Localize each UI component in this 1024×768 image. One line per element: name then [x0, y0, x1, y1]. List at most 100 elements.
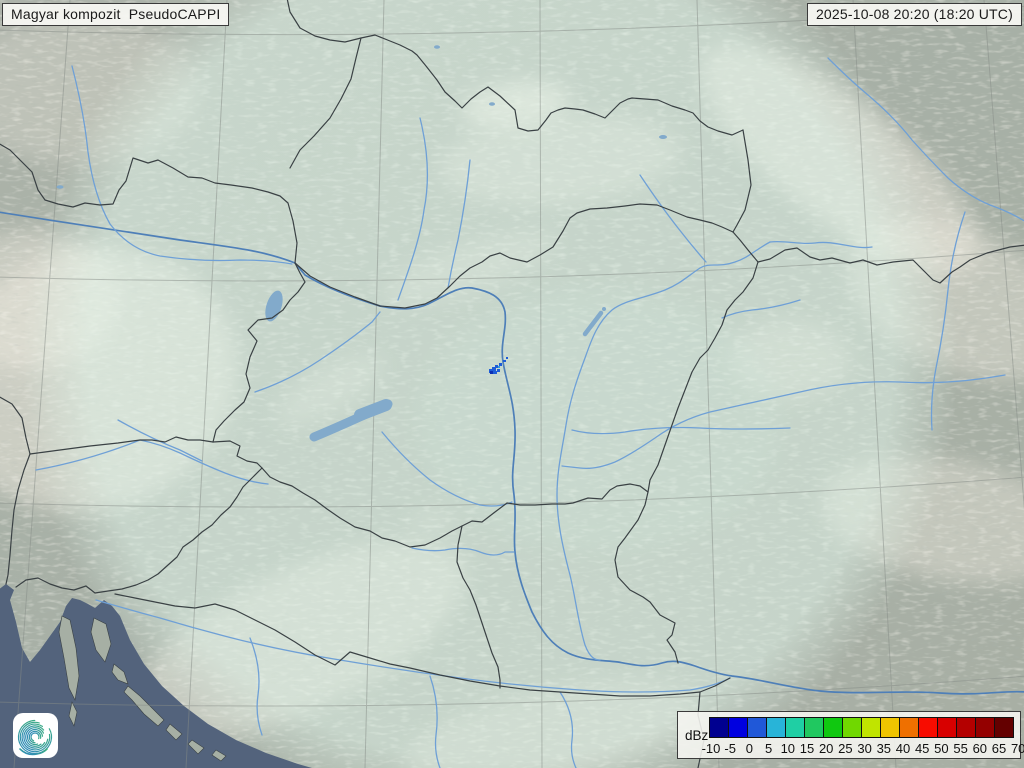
island: [211, 749, 227, 762]
dbz-tick-label: 0: [745, 741, 754, 756]
dbz-tick-label: 25: [838, 741, 853, 756]
river: [930, 211, 966, 431]
island: [165, 723, 183, 741]
dbz-swatch: [804, 717, 824, 738]
river-mura: [117, 419, 203, 462]
dbz-swatch: [709, 717, 729, 738]
dbz-swatch: [956, 717, 976, 738]
echo-pixel: [497, 369, 500, 372]
river: [447, 159, 471, 289]
river-drava: [411, 547, 515, 556]
river-mures: [561, 374, 1006, 470]
border-hr-bih: [114, 593, 731, 697]
border-it-slo: [5, 453, 31, 585]
border-rs-ro: [614, 491, 679, 664]
radar-coverage-circle: [22, 0, 958, 768]
echo-pixel: [495, 365, 498, 368]
river-sio: [381, 431, 513, 507]
dbz-tick-label: 55: [953, 741, 968, 756]
river: [429, 675, 441, 768]
dbz-swatch: [823, 717, 843, 738]
dbz-tick-label: 60: [972, 741, 988, 756]
river: [559, 691, 577, 768]
border-hu-ro: [647, 261, 759, 493]
dbz-tick-label: -5: [724, 741, 736, 756]
echo-pixel: [503, 360, 506, 362]
dbz-swatch: [880, 717, 900, 738]
border-it-at: [0, 396, 31, 455]
border-pl-sk: [286, 0, 744, 136]
dbz-tick-label: -10: [701, 741, 721, 756]
river-raba: [254, 311, 381, 393]
color-swatch-row: [709, 717, 1014, 738]
border-cz-at: [0, 143, 298, 264]
dbz-tick-label: 30: [857, 741, 872, 756]
river-drava: [35, 439, 269, 485]
border-ua-ro: [757, 244, 1024, 284]
dbz-tick-label: 40: [895, 741, 911, 756]
dbz-swatch: [785, 717, 805, 738]
echo-pixel: [490, 371, 493, 374]
dbz-swatch: [842, 717, 862, 738]
dbz-tick-label: 15: [799, 741, 815, 756]
dbz-tick-label: 70: [1010, 741, 1024, 756]
border-hr-rs: [456, 525, 501, 689]
dbz-swatch: [899, 717, 919, 738]
border-at-hu: [212, 262, 306, 443]
dbz-swatch: [766, 717, 786, 738]
echo-pixel: [499, 363, 502, 366]
precipitation-echo: [489, 357, 508, 374]
river-sava: [95, 599, 731, 693]
product-title: Magyar kompozit PseudoCAPPI: [2, 3, 230, 26]
island: [111, 663, 129, 685]
echo-pixel: [492, 371, 497, 374]
border-slo-hu: [212, 440, 263, 469]
rivers: [0, 57, 1024, 768]
river-morava: [71, 65, 293, 265]
dbz-tick-label: 10: [780, 741, 796, 756]
island: [123, 685, 165, 727]
dbz-swatch: [918, 717, 938, 738]
river: [639, 174, 707, 263]
island: [58, 615, 80, 701]
border-sk-ua: [732, 129, 752, 233]
echo-pixel: [492, 367, 496, 371]
spiral-logo-icon: [17, 719, 53, 756]
dbz-unit-label: dBz: [685, 728, 709, 743]
border-cz-sk: [289, 37, 362, 169]
river: [397, 117, 429, 301]
island: [90, 617, 112, 663]
river: [827, 57, 1024, 222]
river: [769, 240, 873, 249]
met-service-logo: [13, 713, 58, 758]
timestamp-label: 2025-10-08 20:20 (18:20 UTC): [806, 3, 1022, 26]
adriatic-sea: [0, 584, 312, 768]
dbz-tick-label: 65: [991, 741, 1007, 756]
dbz-swatch: [747, 717, 767, 738]
dbz-swatch: [994, 717, 1014, 738]
dbz-tick-label: 35: [876, 741, 892, 756]
lake-tisza: [582, 310, 604, 337]
dbz-color-scale: dBz -10 -5 0 5 10 15 20 25 30 35 40 45 50 55 60 65 70: [677, 711, 1024, 759]
border-slo-cro: [15, 467, 263, 594]
dbz-swatch: [975, 717, 995, 738]
river-danube: [0, 211, 1024, 695]
river: [249, 637, 263, 736]
border-hu-ua: [732, 231, 759, 263]
river-tisza: [556, 241, 771, 661]
dbz-swatch: [728, 717, 748, 738]
dbz-swatch: [861, 717, 881, 738]
echo-pixel: [506, 357, 508, 359]
river: [571, 426, 791, 435]
island: [68, 701, 78, 727]
island: [187, 739, 205, 755]
dbz-tick-label: 45: [914, 741, 930, 756]
border-sk-hu: [294, 203, 734, 309]
dbz-tick-label: 20: [818, 741, 834, 756]
echo-pixel: [498, 366, 500, 368]
dbz-tick-label: 50: [934, 741, 949, 756]
dbz-tick-label: 5: [764, 741, 773, 756]
